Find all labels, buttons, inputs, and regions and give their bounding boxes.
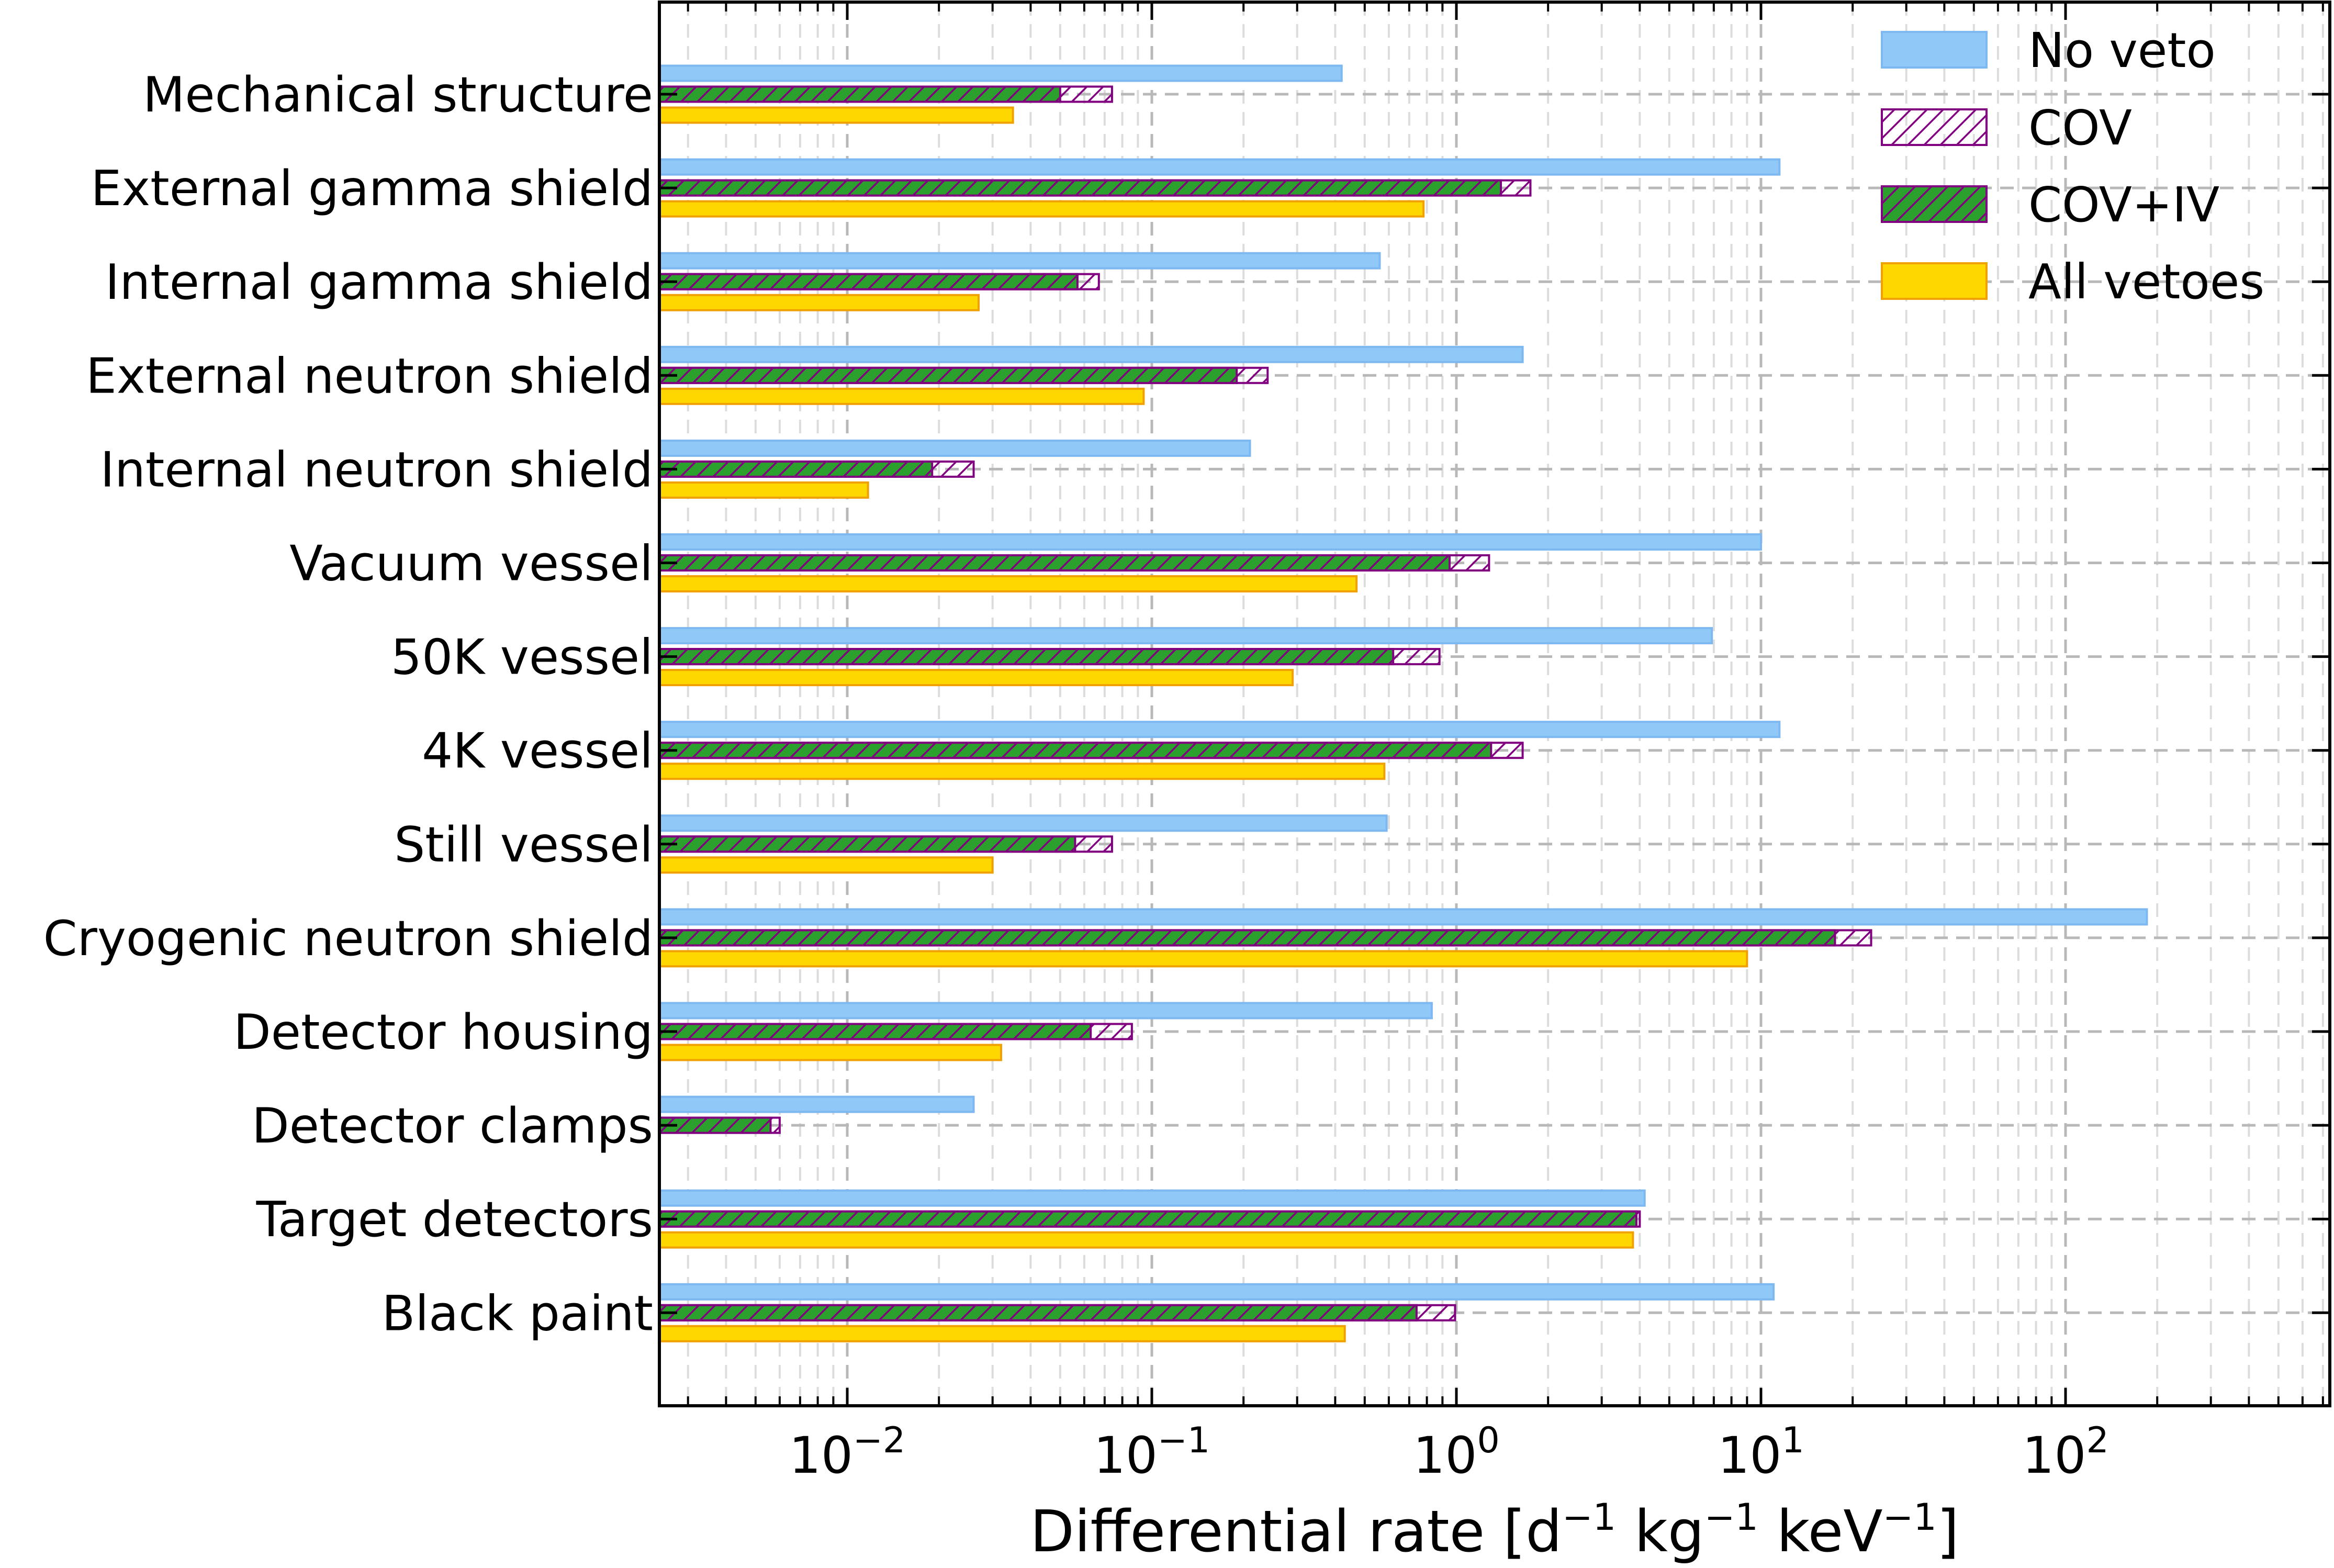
bar-all-vetoes-12 <box>658 1231 1634 1249</box>
bar-cov-iv-12 <box>658 1210 1637 1228</box>
bar-no-veto-11 <box>658 1095 975 1113</box>
bar-all-vetoes-3 <box>658 387 1145 405</box>
legend-label: No veto <box>2028 23 2216 79</box>
bar-cov-iv-3 <box>658 366 1238 384</box>
bar-no-veto-6 <box>658 627 1713 645</box>
legend-label: All vetoes <box>2028 254 2264 310</box>
bar-no-veto-7 <box>658 721 1781 738</box>
category-label: Detector housing <box>233 1004 653 1060</box>
bar-no-veto-12 <box>658 1189 1646 1207</box>
x-axis-title: Differential rate [d−1 kg−1 keV−1] <box>1030 1496 1959 1565</box>
bar-cov-iv-2 <box>658 273 1079 290</box>
bar-no-veto-8 <box>658 814 1388 832</box>
plot-frame <box>658 1 2331 1407</box>
bar-all-vetoes-7 <box>658 763 1386 780</box>
bar-no-veto-10 <box>658 1002 1433 1020</box>
legend-swatch <box>1881 262 1988 300</box>
category-label: Vacuum vessel <box>289 535 653 592</box>
bar-all-vetoes-9 <box>658 950 1748 968</box>
bar-no-veto-2 <box>658 252 1381 270</box>
legend-swatch <box>1881 31 1988 69</box>
x-tick-label: 100 <box>1413 1420 1499 1485</box>
x-tick-label: 10−2 <box>789 1420 905 1485</box>
bar-no-veto-3 <box>658 345 1524 363</box>
legend-label: COV+IV <box>2028 177 2219 233</box>
bar-cov-iv-7 <box>658 742 1493 759</box>
x-tick-label: 102 <box>2022 1420 2108 1485</box>
bar-cov-iv-0 <box>658 85 1061 103</box>
bar-all-vetoes-2 <box>658 294 980 311</box>
category-label: Black paint <box>382 1285 653 1341</box>
legend-swatch <box>1881 185 1988 223</box>
bar-all-vetoes-13 <box>658 1325 1346 1342</box>
bar-all-vetoes-4 <box>658 481 869 499</box>
bar-all-vetoes-6 <box>658 669 1294 687</box>
category-label: External neutron shield <box>86 348 653 404</box>
bar-cov-iv-13 <box>658 1304 1418 1321</box>
bar-all-vetoes-5 <box>658 575 1358 592</box>
x-tick-label: 101 <box>1718 1420 1804 1485</box>
category-label: Internal neutron shield <box>100 441 653 498</box>
x-tick-labels: 10−2 10−1 100 101 102 <box>789 1420 2109 1485</box>
bar-cov-iv-4 <box>658 460 934 478</box>
category-labels: Mechanical structure External gamma shiel… <box>43 66 653 1341</box>
bar-no-veto-13 <box>658 1283 1775 1301</box>
category-label: Cryogenic neutron shield <box>43 910 653 967</box>
category-label: 50K vessel <box>391 629 653 686</box>
bar-cov-iv-1 <box>658 179 1502 197</box>
bar-no-veto-9 <box>658 908 2148 926</box>
bar-all-vetoes-0 <box>658 106 1014 124</box>
bar-all-vetoes-8 <box>658 856 994 874</box>
bar-all-vetoes-10 <box>658 1044 1002 1061</box>
category-label: Target detectors <box>256 1191 653 1248</box>
bar-no-veto-0 <box>658 64 1343 82</box>
category-label: Detector clamps <box>252 1097 653 1154</box>
bar-no-veto-4 <box>658 439 1251 457</box>
x-tick-label: 10−1 <box>1094 1420 1210 1485</box>
category-label: External gamma shield <box>91 160 654 217</box>
category-label: Still vessel <box>394 816 653 873</box>
bar-no-veto-1 <box>658 158 1781 176</box>
bar-cov-iv-5 <box>658 554 1451 572</box>
bar-all-vetoes-1 <box>658 200 1425 218</box>
category-label: Mechanical structure <box>143 66 653 123</box>
category-label: 4K vessel <box>422 723 653 779</box>
legend: No veto COV COV+IV All vetoes <box>1881 23 2264 310</box>
category-label: Internal gamma shield <box>105 254 653 310</box>
bar-no-veto-5 <box>658 533 1762 551</box>
bar-cov-iv-8 <box>658 835 1076 853</box>
legend-swatch <box>1881 108 1988 146</box>
bar-cov-iv-6 <box>658 648 1395 666</box>
bar-cov-iv-10 <box>658 1023 1092 1040</box>
bar-cov-iv-9 <box>658 929 1836 947</box>
bars <box>658 64 2148 1342</box>
legend-label: COV <box>2028 100 2132 156</box>
